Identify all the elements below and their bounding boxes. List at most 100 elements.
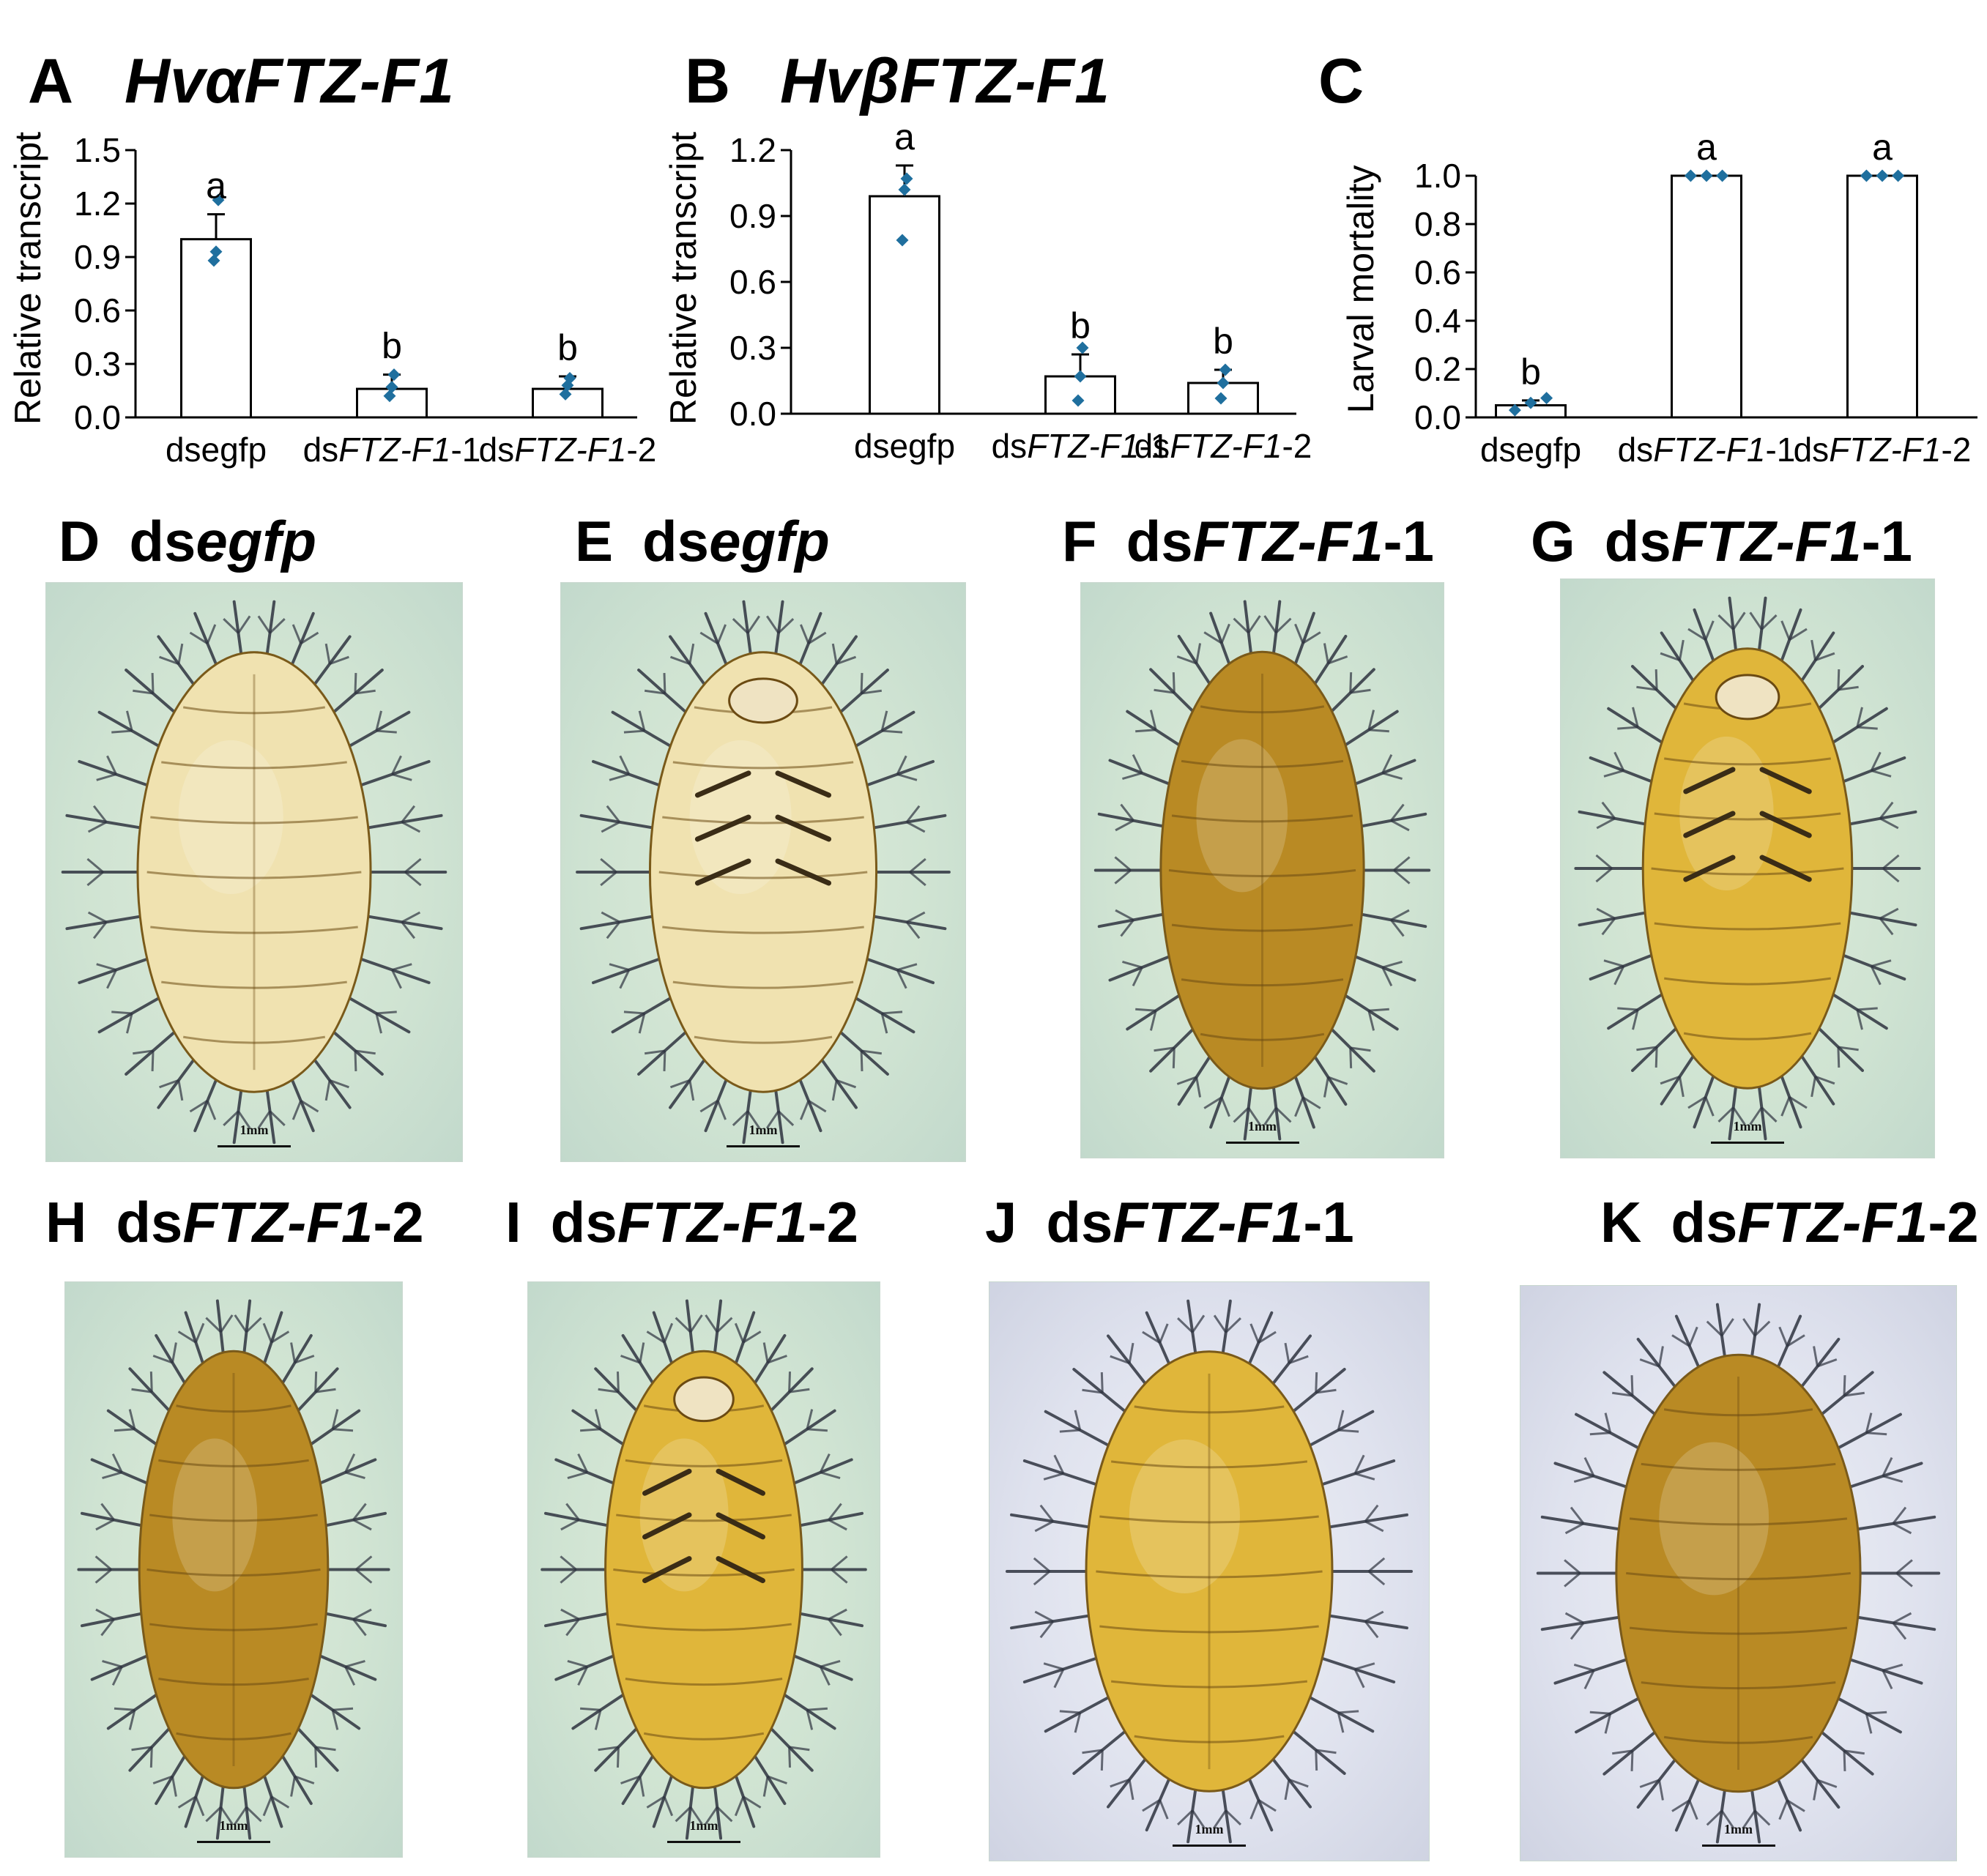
larva-spine-branch xyxy=(355,1568,373,1584)
larva-spine-branch xyxy=(315,1388,336,1393)
larva-spine xyxy=(611,710,678,751)
larva-spine-branch xyxy=(860,1050,863,1071)
larva-spine-branch xyxy=(1856,707,1863,728)
larva-segment xyxy=(1171,923,1353,932)
larva-highlight xyxy=(1659,1442,1769,1596)
chart-a-category-label: dsFTZ-F1-1 xyxy=(303,431,481,469)
larva-spine-branch xyxy=(609,773,630,781)
larva-spine-branch xyxy=(1870,965,1882,986)
larva-spine-branch xyxy=(1110,1778,1130,1788)
larva-spine-branch xyxy=(1176,655,1197,665)
larva-spine xyxy=(1149,1023,1200,1073)
larva-spine-branch xyxy=(1110,1355,1130,1365)
larva-segment xyxy=(176,1404,291,1413)
larva-spine-branch xyxy=(329,1079,349,1089)
chart-b-title: HvβFTZ-F1 xyxy=(780,46,1110,116)
larva-spine-branch xyxy=(716,624,727,644)
larva-spine xyxy=(749,1747,787,1806)
larva-spine-branch xyxy=(601,821,620,833)
larva-spine-branch xyxy=(831,1080,838,1101)
larva-spine-branch xyxy=(1564,1612,1584,1624)
larva-spine xyxy=(579,914,660,931)
larva-spine-branch xyxy=(1780,1096,1791,1117)
scale-bar-label: 1mm xyxy=(219,1818,248,1833)
larva-spine-branch xyxy=(1870,751,1882,772)
larva-spine-branch xyxy=(880,710,888,732)
larva-spine xyxy=(1795,631,1835,690)
larva-spine xyxy=(765,1722,814,1772)
larva-illustration-d xyxy=(61,600,447,1144)
chart-a-bar xyxy=(180,238,252,419)
larva-spine-branch xyxy=(1115,819,1134,832)
larva-spine-branch xyxy=(106,969,117,989)
larva-spine-branch xyxy=(1882,1456,1893,1477)
larva-spine xyxy=(848,710,915,751)
scale-bar-label: 1mm xyxy=(1733,1119,1762,1134)
larva-spine-branch xyxy=(262,1322,272,1343)
larva-spine-branch xyxy=(1789,628,1808,641)
larva-spine-branch xyxy=(95,1608,115,1620)
larva-spine-branch xyxy=(133,1049,154,1055)
chart-b-y-tick-label: 0.6 xyxy=(729,263,776,301)
larva-spine xyxy=(1010,1513,1096,1530)
larva-spine-branch xyxy=(375,710,382,732)
larva-spine-branch xyxy=(808,631,827,645)
chart-b-significance-label: b xyxy=(1070,305,1091,346)
larva-spine-branch xyxy=(639,1342,645,1363)
larva-spine-branch xyxy=(1893,1612,1912,1624)
larva-spine-branch xyxy=(352,1519,372,1531)
larva-segment xyxy=(1654,812,1841,821)
scale-bar-line xyxy=(197,1841,270,1843)
larva-spine-branch xyxy=(767,1775,787,1784)
larva-spine-branch xyxy=(86,857,104,874)
larva-spine-branch xyxy=(404,857,422,874)
larva-spine xyxy=(1814,1371,1874,1421)
larva-spine-branch xyxy=(1364,1504,1379,1522)
larva-spine-branch xyxy=(1258,1330,1277,1344)
larva-spine-branch xyxy=(352,1608,372,1620)
larva-spine-branch xyxy=(1142,1330,1161,1344)
larva-spine-branch xyxy=(861,1049,883,1055)
larva-spine-branch xyxy=(1390,819,1410,832)
larva-spine-branch xyxy=(616,1371,620,1393)
larva-spine-branch xyxy=(1742,1318,1756,1336)
larva-spine-branch xyxy=(1132,753,1143,774)
larva-spine xyxy=(155,1747,190,1806)
larva-spine-branch xyxy=(836,1079,857,1089)
larva-spine-branch xyxy=(1039,1620,1055,1639)
larva-spine-branch xyxy=(234,1806,248,1825)
larva-spine-branch xyxy=(1604,1412,1612,1434)
larva-spine-branch xyxy=(1294,623,1304,644)
photo-h-label-prefix: ds xyxy=(116,1190,183,1254)
panel-letter-a: A xyxy=(28,46,74,116)
larva-spine xyxy=(637,1025,693,1076)
larva-spine-branch xyxy=(1288,1355,1309,1365)
larva-spine-branch xyxy=(1688,1326,1698,1347)
larva-spine-branch xyxy=(1043,1473,1064,1481)
larva-leg xyxy=(1759,767,1812,794)
larva-spine-branch xyxy=(734,1796,745,1817)
larva-spine-branch xyxy=(609,963,630,971)
larva-spine xyxy=(1660,631,1700,690)
larva-segment xyxy=(1096,1570,1323,1579)
larva-spine-branch xyxy=(1128,1342,1134,1363)
larva-spine-branch xyxy=(1128,1779,1134,1801)
larva-spine xyxy=(621,1333,659,1392)
chart-b-y-tick-label: 0.9 xyxy=(729,197,776,235)
larva-spine-branch xyxy=(1786,1799,1805,1812)
chart-b: 0.0 0.3 0.6 0.9 1.2 Relative transcript a dsegf… xyxy=(663,116,1312,465)
larva-spine-branch xyxy=(1720,1318,1734,1336)
larva-leg xyxy=(1759,855,1812,882)
photo-k-panel-letter: K xyxy=(1600,1190,1642,1254)
larva-spine-branch xyxy=(1382,960,1403,969)
larva-spine-branch xyxy=(1177,1317,1194,1333)
larva-spine-branch xyxy=(1302,631,1321,644)
larva-spine-branch xyxy=(1213,1809,1228,1828)
larva-spine-branch xyxy=(87,911,108,923)
chart-a-data-point xyxy=(383,390,396,403)
larva-spine-branch xyxy=(1368,1008,1389,1012)
larva-spine-branch xyxy=(1704,1096,1715,1117)
